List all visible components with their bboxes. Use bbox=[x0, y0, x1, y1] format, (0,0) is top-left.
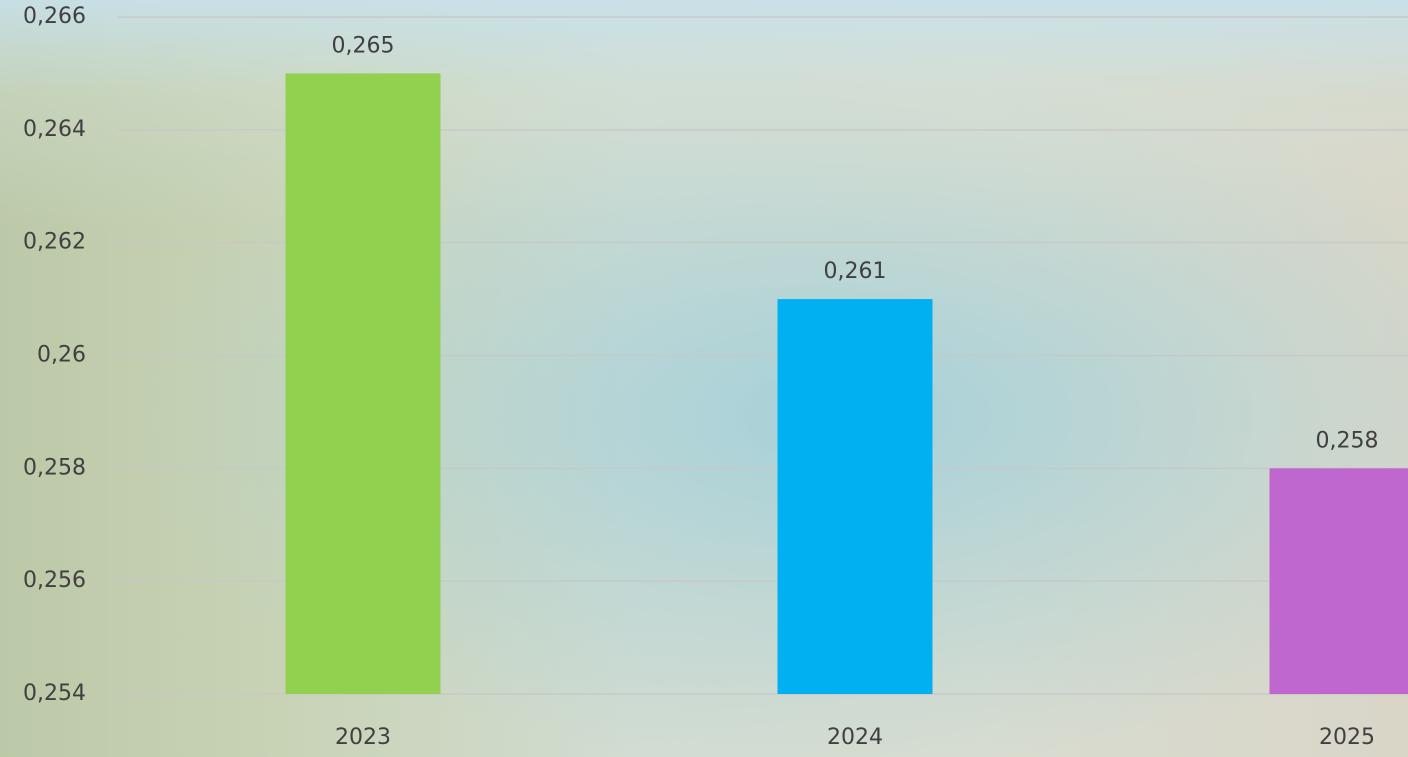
y-tick-label: 0,256 bbox=[23, 568, 86, 593]
chart: 0,254 0,256 0,258 0,26 0,262 0,264 0,266 2023 0,… bbox=[0, 0, 1408, 757]
value-label: 0,261 bbox=[824, 259, 887, 284]
bar bbox=[286, 73, 441, 694]
x-tick-label: 2023 bbox=[335, 725, 391, 750]
y-tick-label: 0,266 bbox=[23, 4, 86, 29]
bar bbox=[1270, 468, 1408, 694]
y-tick-label: 0,264 bbox=[23, 117, 86, 142]
value-label: 0,265 bbox=[332, 33, 395, 58]
x-tick-label: 2024 bbox=[827, 725, 883, 750]
value-label: 0,258 bbox=[1316, 428, 1379, 453]
x-tick-label: 2025 bbox=[1319, 725, 1375, 750]
y-tick-label: 0,258 bbox=[23, 455, 86, 480]
y-tick-label: 0,26 bbox=[37, 343, 86, 368]
y-tick-label: 0,262 bbox=[23, 230, 86, 255]
page: 0,254 0,256 0,258 0,26 0,262 0,264 0,266 2023 0,… bbox=[0, 0, 1408, 757]
bar bbox=[778, 299, 933, 694]
y-tick-label: 0,254 bbox=[23, 681, 86, 706]
